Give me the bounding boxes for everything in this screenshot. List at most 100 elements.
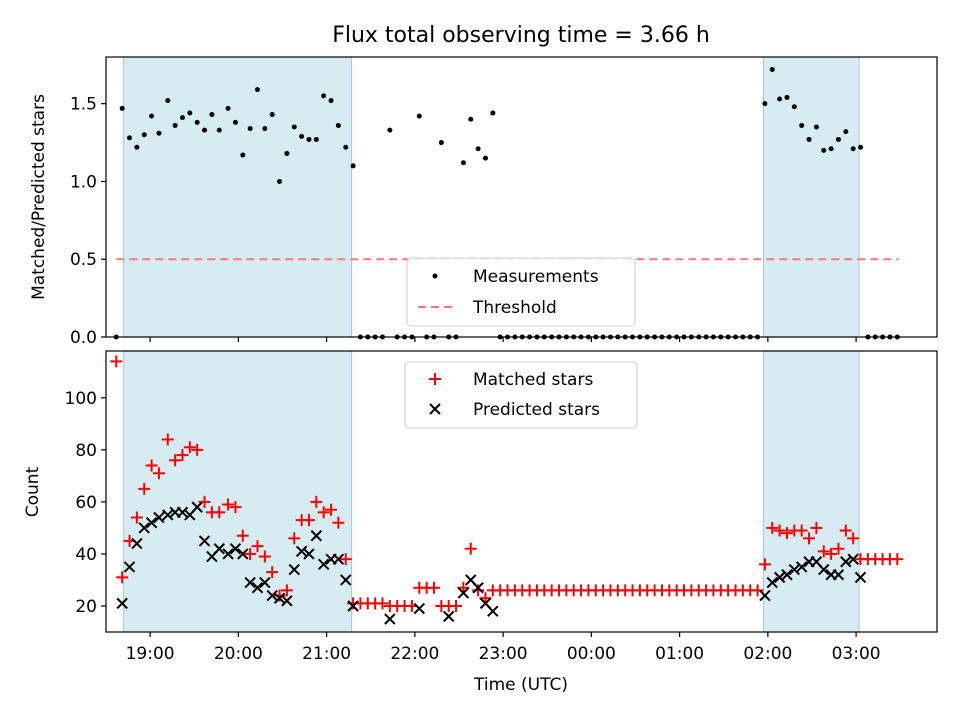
matched-stars-point — [280, 584, 293, 597]
top-shaded-regions — [123, 56, 860, 338]
matched-stars-point — [288, 532, 301, 545]
measurement-point — [277, 178, 283, 184]
measurement-point — [828, 146, 834, 152]
chart-title: Flux total observing time = 3.66 h — [332, 23, 710, 48]
predicted-stars-point — [347, 600, 359, 612]
predicted-stars-point — [303, 548, 315, 560]
measurement-point — [438, 140, 444, 146]
measurement-point — [835, 136, 841, 142]
matched-stars-point — [176, 449, 189, 462]
matched-stars-point — [766, 521, 779, 534]
top-shaded-region — [123, 56, 353, 338]
top-y-tick-label: 0.5 — [70, 250, 97, 270]
predicted-stars-point — [213, 543, 225, 555]
measurement-point — [187, 110, 193, 116]
matched-stars-point — [317, 506, 330, 519]
x-tick-label: 23:00 — [479, 644, 528, 664]
x-tick-label: 02:00 — [743, 644, 792, 664]
predicted-stars-series — [116, 501, 867, 625]
measurement-point — [254, 87, 260, 93]
x-axis-label: Time (UTC) — [473, 675, 568, 695]
measurement-point — [813, 124, 819, 130]
predicted-stars-point — [818, 563, 830, 576]
predicted-stars-point — [457, 587, 470, 599]
measurement-point — [209, 112, 215, 118]
measurement-point — [299, 133, 305, 139]
measurement-point — [343, 144, 349, 150]
top-y-axis-label: Matched/Predicted stars — [29, 94, 49, 300]
predicted-stars-point — [781, 569, 793, 581]
matched-stars-point — [138, 482, 151, 495]
predicted-stars-point — [788, 563, 801, 576]
matched-stars-point — [780, 527, 793, 540]
matched-stars-point — [891, 553, 904, 566]
measurement-point — [134, 144, 140, 150]
measurement-point — [216, 127, 222, 133]
predicted-stars-point — [222, 548, 234, 560]
predicted-stars-point — [229, 543, 242, 555]
matched-stars-point — [213, 506, 226, 519]
predicted-stars-point — [442, 610, 455, 623]
measurement-point — [784, 94, 790, 100]
predicted-stars-point — [340, 574, 352, 586]
predicted-stars-point — [145, 517, 158, 529]
predicted-stars-point — [251, 582, 264, 594]
top-panel: 0.0 0.5 1.0 1.5 Matched/Predicted stars Mea… — [29, 56, 938, 348]
matched-stars-point — [161, 433, 174, 446]
measurement-point — [149, 113, 155, 119]
measurement-point — [799, 122, 805, 128]
bottom-plot-frame — [105, 350, 938, 633]
measurement-point — [240, 152, 246, 158]
predicted-stars-point — [759, 589, 771, 602]
matched-stars-point — [251, 540, 264, 553]
measurement-point — [313, 136, 319, 142]
bottom-panel: 20 40 60 80 100 19:00 20:00 21:00 22:00 23:00 00:… — [23, 350, 938, 695]
bottom-x-axis-ticks: 19:00 20:00 21:00 22:00 23:00 00:00 01:00 02:00… — [126, 632, 881, 664]
predicted-stars-point — [310, 530, 323, 542]
bottom-legend: Matched stars Predicted stars — [404, 361, 638, 429]
predicted-stars-point — [244, 576, 256, 589]
matched-stars-point — [376, 597, 389, 610]
measurement-point — [850, 146, 856, 152]
predicted-stars-point — [138, 522, 150, 534]
measurement-point — [843, 129, 849, 135]
top-y-tick-label: 1.5 — [70, 95, 97, 115]
measurement-point — [225, 105, 231, 111]
matched-stars-point — [191, 443, 204, 456]
predicted-stars-point — [847, 553, 859, 565]
measurement-point — [284, 150, 290, 156]
matched-stars-point — [302, 514, 315, 527]
measurement-point — [769, 66, 775, 72]
measurement-point — [179, 115, 185, 121]
predicted-stars-point — [413, 602, 425, 615]
matched-stars-point — [169, 454, 182, 467]
matched-stars-series — [110, 355, 904, 612]
measurement-point — [482, 155, 488, 161]
measurement-point — [262, 126, 268, 132]
bottom-shaded-regions — [123, 350, 860, 633]
predicted-stars-point — [773, 571, 786, 584]
matched-stars-point — [152, 467, 165, 480]
predicted-stars-point — [384, 613, 396, 625]
matched-stars-point — [817, 545, 830, 558]
bottom-y-tick-label: 80 — [75, 441, 97, 461]
measurement-point — [165, 98, 171, 104]
measurement-point — [291, 124, 297, 130]
top-y-axis-ticks: 0.0 0.5 1.0 1.5 — [70, 95, 106, 348]
predicted-stars-point — [281, 595, 293, 607]
predicted-stars-point — [766, 576, 778, 589]
matched-stars-point — [130, 511, 143, 524]
top-legend: Measurements Threshold — [406, 257, 636, 327]
measurement-point — [858, 144, 864, 150]
x-tick-label: 00:00 — [567, 644, 616, 664]
predicted-stars-point — [840, 556, 852, 568]
measurement-point — [194, 119, 200, 125]
legend-label-predicted-stars: Predicted stars — [473, 400, 600, 420]
measurement-point — [202, 127, 208, 133]
predicted-stars-point — [832, 569, 845, 581]
measurement-point — [306, 136, 312, 142]
matched-stars-point — [198, 495, 211, 508]
measurement-point — [247, 126, 253, 132]
matched-stars-point — [145, 459, 158, 472]
